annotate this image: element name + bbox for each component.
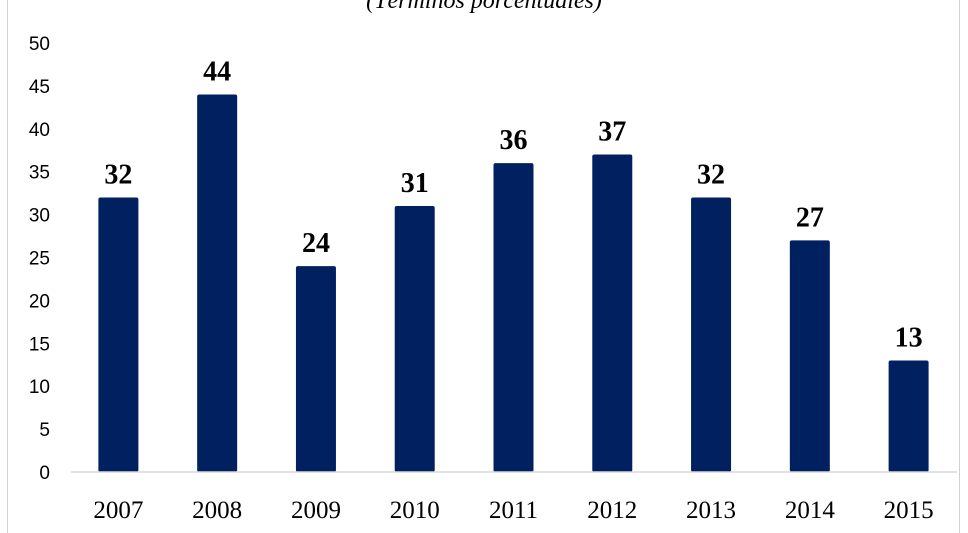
y-tick-label: 10 [29,377,50,398]
data-label: 31 [401,168,429,199]
data-label: 44 [203,56,231,87]
data-label: 27 [796,202,824,233]
y-tick-label: 30 [29,206,50,227]
data-label: 24 [302,228,330,259]
bar [691,197,732,472]
x-tick-label: 2011 [489,497,538,524]
bar [98,197,139,472]
bar [394,206,435,472]
data-label: 32 [104,159,132,190]
x-tick-label: 2013 [686,497,736,524]
y-tick-label: 40 [29,120,50,141]
x-tick-label: 2012 [587,497,637,524]
y-tick-label: 5 [39,420,50,441]
bar [197,94,238,472]
x-tick-label: 2007 [93,497,143,524]
y-tick-label: 45 [29,77,50,98]
data-label: 36 [500,125,528,156]
bar [888,360,929,472]
bar [493,163,534,472]
data-label: 37 [598,117,626,148]
bar [295,266,336,472]
y-tick-label: 15 [29,334,50,355]
bar [592,154,633,473]
y-tick-label: 20 [29,291,50,312]
chart-frame [7,0,960,533]
chart-subtitle: (Términos porcentuales) [366,0,602,14]
x-tick-label: 2014 [785,497,836,524]
bar [789,240,830,472]
data-label: 32 [697,159,725,190]
data-label: 13 [895,322,923,353]
x-tick-label: 2015 [884,497,934,524]
y-tick-label: 0 [39,463,50,484]
x-tick-label: 2010 [390,497,440,524]
x-tick-label: 2009 [291,497,341,524]
x-tick-label: 2008 [192,497,242,524]
y-tick-label: 35 [29,163,50,184]
y-tick-label: 25 [29,249,50,270]
y-tick-label: 50 [29,34,50,55]
